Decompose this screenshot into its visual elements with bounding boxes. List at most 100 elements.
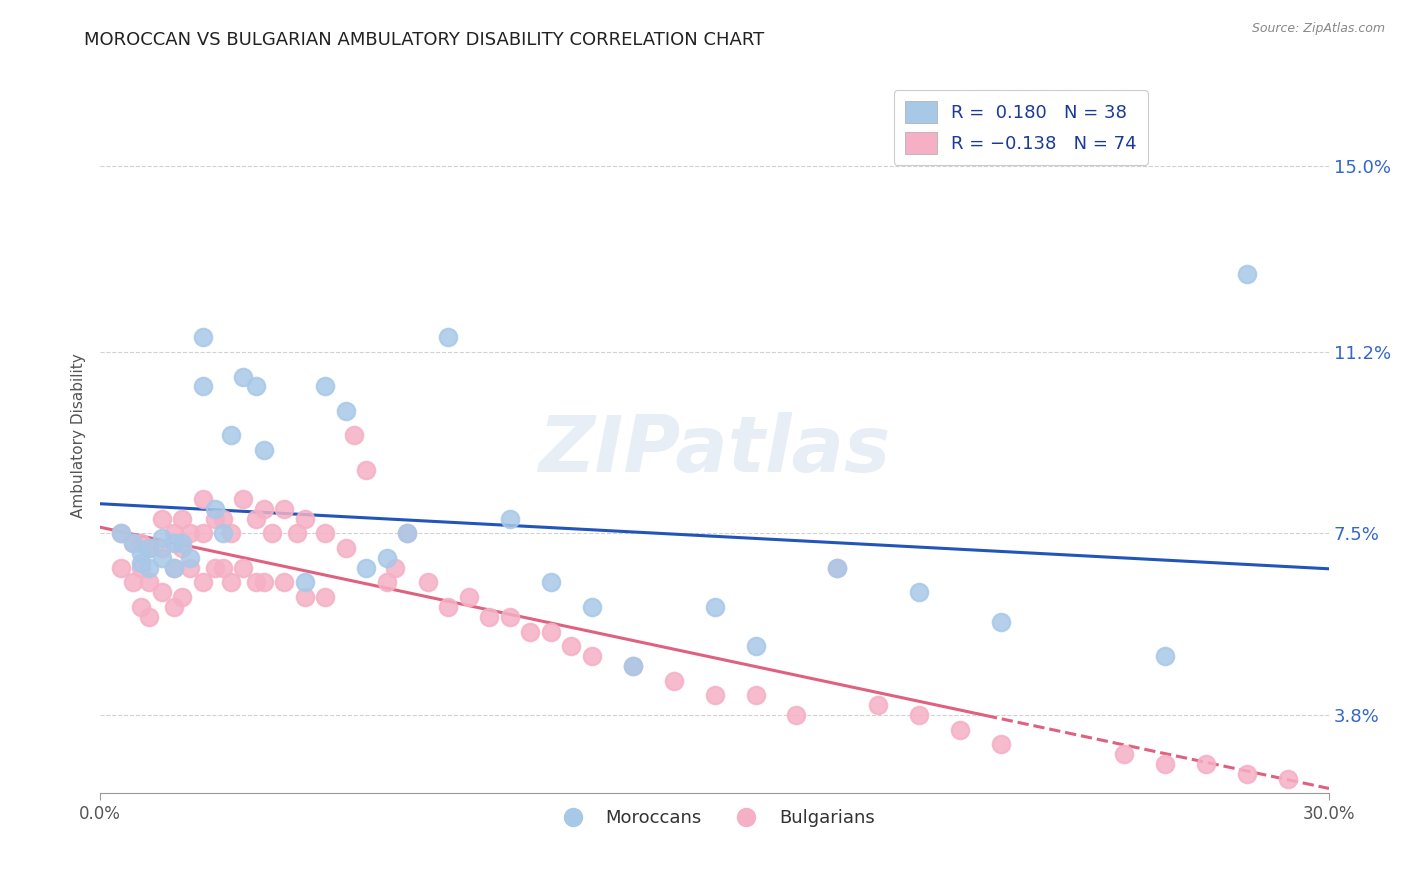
Point [356, 561, 378, 575]
Point [1277, 772, 1299, 786]
Point [437, 600, 460, 615]
Point [232, 561, 254, 575]
Point [314, 591, 336, 605]
Point [191, 575, 214, 590]
Point [540, 624, 562, 639]
Point [785, 707, 807, 722]
Point [163, 600, 186, 615]
Point [1195, 756, 1218, 771]
Point [908, 585, 931, 599]
Point [204, 561, 226, 575]
Point [138, 575, 160, 590]
Point [1154, 648, 1177, 663]
Point [212, 526, 235, 541]
Point [163, 536, 186, 550]
Text: ZIPatlas: ZIPatlas [538, 412, 890, 488]
Point [294, 512, 316, 526]
Point [191, 379, 214, 393]
Point [219, 428, 242, 442]
Point [949, 723, 972, 737]
Point [170, 591, 193, 605]
Point [138, 610, 160, 624]
Point [868, 698, 890, 712]
Point [129, 556, 152, 570]
Point [703, 600, 725, 615]
Point [253, 575, 276, 590]
Point [621, 658, 644, 673]
Point [253, 443, 276, 458]
Point [191, 526, 214, 541]
Point [1236, 267, 1258, 281]
Point [163, 561, 186, 575]
Point [1114, 747, 1136, 761]
Point [110, 526, 132, 541]
Point [245, 512, 267, 526]
Point [1236, 766, 1258, 780]
Point [827, 561, 849, 575]
Legend: Moroccans, Bulgarians: Moroccans, Bulgarians [547, 802, 882, 834]
Point [384, 561, 406, 575]
Point [540, 575, 562, 590]
Point [179, 551, 201, 566]
Point [375, 551, 398, 566]
Point [703, 688, 725, 702]
Point [581, 600, 603, 615]
Point [150, 585, 173, 599]
Point [170, 541, 193, 556]
Point [204, 512, 226, 526]
Point [827, 561, 849, 575]
Point [129, 546, 152, 560]
Point [219, 526, 242, 541]
Point [499, 610, 522, 624]
Point [110, 526, 132, 541]
Point [396, 526, 419, 541]
Point [273, 575, 295, 590]
Point [138, 561, 160, 575]
Point [335, 404, 357, 418]
Point [457, 591, 479, 605]
Point [262, 526, 284, 541]
Point [245, 575, 267, 590]
Point [1154, 756, 1177, 771]
Point [662, 673, 685, 688]
Point [375, 575, 398, 590]
Point [150, 532, 173, 546]
Point [416, 575, 439, 590]
Point [191, 492, 214, 507]
Point [621, 658, 644, 673]
Point [150, 551, 173, 566]
Point [245, 379, 267, 393]
Y-axis label: Ambulatory Disability: Ambulatory Disability [72, 353, 86, 517]
Point [219, 575, 242, 590]
Point [150, 512, 173, 526]
Point [314, 379, 336, 393]
Point [356, 463, 378, 477]
Point [396, 526, 419, 541]
Point [253, 502, 276, 516]
Point [129, 600, 152, 615]
Text: MOROCCAN VS BULGARIAN AMBULATORY DISABILITY CORRELATION CHART: MOROCCAN VS BULGARIAN AMBULATORY DISABIL… [84, 31, 765, 49]
Point [478, 610, 501, 624]
Point [437, 330, 460, 344]
Point [191, 330, 214, 344]
Point [179, 561, 201, 575]
Point [343, 428, 366, 442]
Text: Source: ZipAtlas.com: Source: ZipAtlas.com [1251, 22, 1385, 36]
Point [294, 575, 316, 590]
Point [163, 561, 186, 575]
Point [499, 512, 522, 526]
Point [170, 512, 193, 526]
Point [204, 502, 226, 516]
Point [129, 561, 152, 575]
Point [908, 707, 931, 722]
Point [138, 541, 160, 556]
Point [560, 639, 582, 653]
Point [990, 615, 1012, 629]
Point [179, 526, 201, 541]
Point [110, 561, 132, 575]
Point [170, 536, 193, 550]
Point [122, 536, 145, 550]
Point [285, 526, 308, 541]
Point [744, 639, 766, 653]
Point [335, 541, 357, 556]
